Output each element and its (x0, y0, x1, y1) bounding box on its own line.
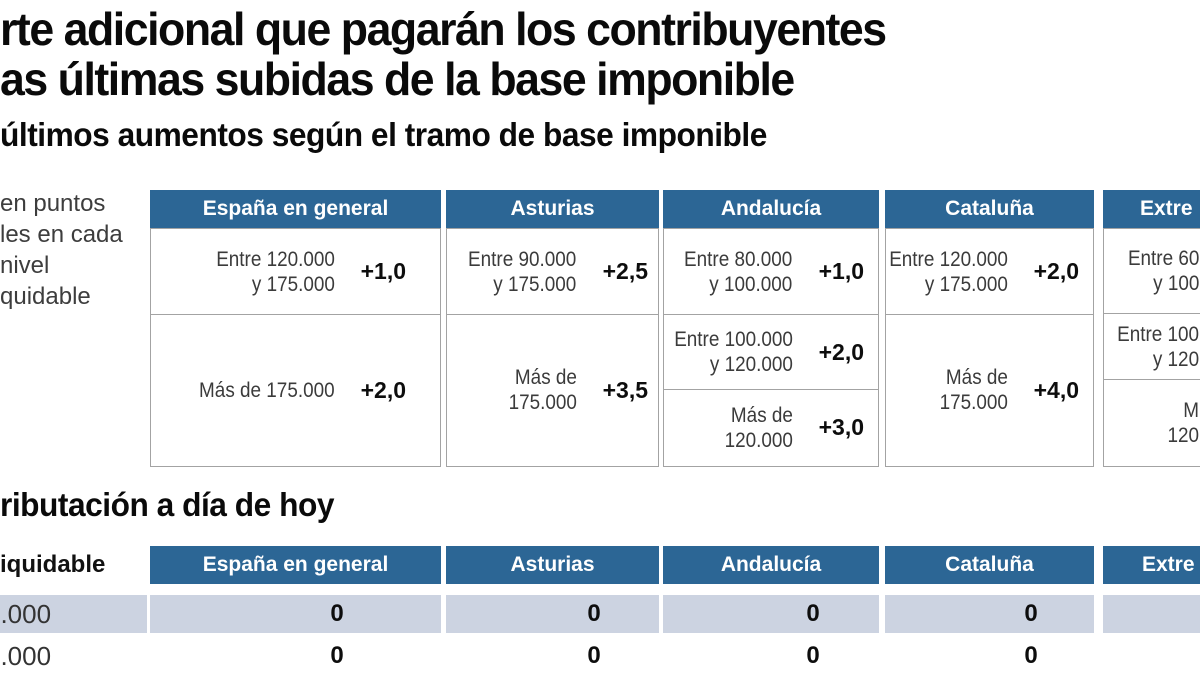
surcharge-value: +2,5 (602, 258, 648, 284)
region-header: España en general (150, 546, 441, 584)
bracket-range-line: y 175.000 (924, 272, 1008, 296)
bracket-cell: Entre 120.000 y 175.000 +1,0 (151, 229, 440, 314)
row-stripe (150, 595, 441, 633)
row-stripe (446, 595, 659, 633)
region-header: Cataluña (885, 546, 1094, 584)
bracket-range-line: 120 (1167, 423, 1199, 447)
bracket-cell: Más de 175.000 +4,0 (886, 314, 1093, 465)
bracket-range: Entre 100 y 120 (1117, 322, 1199, 372)
bracket-range-line: Entre 120.000 (215, 247, 335, 271)
bracket-range-line: Entre 100 (1117, 322, 1199, 346)
bracket-range: Más de 175.000 (939, 365, 1007, 415)
region-column-asturias: Asturias Entre 90.000 y 175.000 +2,5 Más… (446, 190, 659, 467)
surcharge-value: +1,0 (818, 258, 864, 284)
bracket-cell: Más de 175.000 +2,0 (151, 314, 440, 465)
bracket-range-line: Entre 90.000 (468, 247, 577, 271)
region-header: Andalucía (663, 546, 879, 584)
region-header: Asturias (446, 546, 659, 584)
bracket-range-line: Más de 175.000 (199, 378, 335, 402)
bracket-range-line: Entre 120.000 (888, 247, 1008, 271)
units-note-line: quidable (0, 283, 91, 310)
bracket-range: Entre 100.000 y 120.000 (674, 327, 793, 377)
zero-value: 0 (587, 600, 601, 627)
units-note-line: en puntos (0, 190, 106, 217)
bracket-range-line: M (1183, 398, 1199, 422)
region-column-espana: España en general Entre 120.000 y 175.00… (150, 190, 441, 467)
bracket-range-line: 175.000 (939, 391, 1008, 414)
region-header: España en general (150, 190, 441, 228)
row-stripe (0, 595, 147, 633)
region-header: Extre (1103, 190, 1200, 228)
zero-value: 0 (330, 642, 344, 669)
row-stripe (663, 595, 879, 633)
units-note-line: nivel (0, 252, 50, 279)
bracket-cell: M 120 (1104, 379, 1200, 465)
zero-value: 0 (587, 642, 601, 669)
surcharge-value: +2,0 (818, 338, 864, 365)
region-column-extremadura-cut: Extre Entre 60 y 100 Entre 100 y 120 M 1… (1103, 190, 1200, 467)
section1-heading: últimos aumentos según el tramo de base … (0, 116, 767, 153)
bracket-range-line: y 175.000 (493, 272, 577, 296)
bracket-cell: Entre 120.000 y 175.000 +2,0 (886, 229, 1093, 314)
bracket-range-line: Entre 100.000 (673, 328, 793, 351)
zero-value: 0 (806, 642, 820, 669)
row-stripe (885, 595, 1094, 633)
surcharge-value: +2,0 (360, 376, 406, 403)
row-stripe (1103, 595, 1200, 633)
surcharge-value: +3,0 (818, 414, 864, 440)
bracket-range: M 120 (1167, 398, 1199, 448)
surcharge-value: +3,5 (602, 376, 648, 403)
bracket-cell: Entre 90.000 y 175.000 +2,5 (447, 229, 658, 314)
main-title-line-1: rte adicional que pagarán los contribuye… (0, 3, 887, 55)
row-label: 0.000 (0, 599, 52, 629)
surcharge-value: +4,0 (1033, 376, 1079, 403)
bracket-range: Más de 175.000 (508, 365, 576, 415)
surcharge-value: +1,0 (360, 258, 406, 284)
bracket-range-line: y 120.000 (709, 353, 793, 376)
bracket-range: Más de 120.000 (724, 403, 792, 453)
surcharge-value: +2,0 (1033, 258, 1079, 284)
bracket-cell: Más de 120.000 +3,0 (664, 389, 878, 465)
units-note: en puntos les en cada nivel quidable (0, 188, 123, 312)
units-note-line: les en cada (0, 221, 123, 248)
region-column-andalucia: Andalucía Entre 80.000 y 100.000 +1,0 En… (663, 190, 879, 467)
region-header: Asturias (446, 190, 659, 228)
bracket-range: Más de 175.000 (199, 378, 335, 403)
zero-value: 0 (1024, 642, 1038, 669)
bracket-range-line: Más de (945, 366, 1008, 389)
main-title: rte adicional que pagarán los contribuye… (0, 3, 887, 105)
bracket-range-line: y 100 (1152, 272, 1199, 295)
bracket-range-line: Más de (514, 366, 577, 389)
region-header: Andalucía (663, 190, 879, 228)
bracket-cell: Más de 175.000 +3,5 (447, 314, 658, 465)
row-label: 0.000 (0, 641, 52, 671)
bracket-cell: Entre 100.000 y 120.000 +2,0 (664, 314, 878, 389)
bracket-range-line: Más de (730, 403, 793, 427)
bracket-range: Entre 60 y 100 (1128, 246, 1199, 296)
bracket-range: Entre 90.000 y 175.000 (468, 247, 576, 297)
bracket-cell: Entre 80.000 y 100.000 +1,0 (664, 229, 878, 314)
bracket-range: Entre 120.000 y 175.000 (216, 247, 335, 297)
zero-value: 0 (330, 600, 344, 627)
bracket-cell: Entre 60 y 100 (1104, 229, 1200, 313)
zero-value: 0 (1024, 600, 1038, 627)
bracket-range: Entre 120.000 y 175.000 (889, 247, 1008, 297)
bracket-range-line: Entre 80.000 (684, 247, 793, 271)
bracket-range-line: y 100.000 (709, 272, 793, 296)
bracket-range-line: y 175.000 (251, 272, 335, 296)
region-header: Extre (1103, 546, 1200, 584)
main-title-line-2: as últimas subidas de la base imponible (0, 53, 795, 105)
region-header: Cataluña (885, 190, 1094, 228)
bracket-range-line: 175.000 (508, 391, 577, 414)
section2-heading: ributación a día de hoy (0, 486, 334, 523)
bracket-range-line: Entre 60 (1127, 247, 1199, 270)
bracket-range: Entre 80.000 y 100.000 (684, 247, 792, 297)
bracket-range-line: y 120 (1152, 347, 1199, 371)
region-column-cataluna: Cataluña Entre 120.000 y 175.000 +2,0 Má… (885, 190, 1094, 467)
bracket-cell: Entre 100 y 120 (1104, 313, 1200, 379)
bracket-range-line: 120.000 (724, 428, 793, 452)
taxable-base-column-header: iquidable (0, 551, 106, 578)
zero-value: 0 (806, 600, 820, 627)
